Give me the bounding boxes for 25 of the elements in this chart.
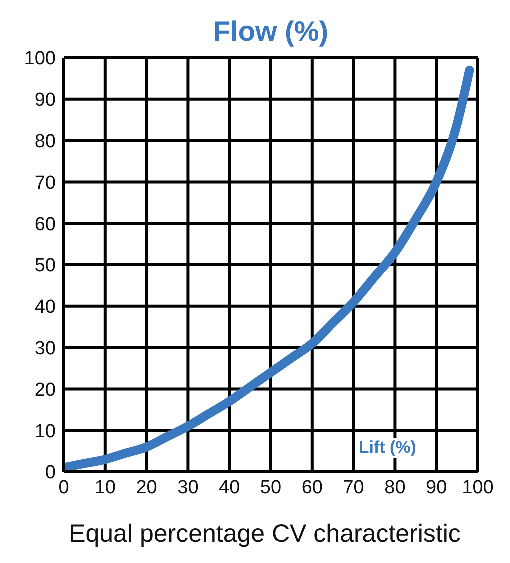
y-tick-label: 90 xyxy=(34,90,56,112)
y-tick-label: 50 xyxy=(34,256,56,277)
x-tick-label: 80 xyxy=(384,477,406,498)
text: Equal percentage CV characteristic xyxy=(68,520,462,549)
y-tick-label: 20 xyxy=(34,380,56,401)
x-tick-label: 70 xyxy=(343,477,364,498)
y-tick-label: 10 xyxy=(34,421,56,442)
y-tick-label: 30 xyxy=(34,338,56,360)
y-tick-label: 80 xyxy=(34,132,56,153)
x-tick-label: 90 xyxy=(426,477,448,498)
y-tick-label: 40 xyxy=(34,297,56,318)
y-tick-label: 60 xyxy=(34,214,56,236)
x-axis-title: Lift (%) xyxy=(356,438,420,458)
y-tick-label: 70 xyxy=(34,172,56,194)
y-tick-label: 100 xyxy=(24,48,56,70)
x-tick-label: 0 xyxy=(58,477,70,498)
y-tick-label: 0 xyxy=(45,462,56,484)
x-tick-label: 100 xyxy=(462,477,494,498)
x-tick-label: 50 xyxy=(260,477,282,498)
x-tick-label: 10 xyxy=(94,477,116,498)
x-tick-label: 40 xyxy=(219,477,240,498)
x-tick-label: 20 xyxy=(136,477,158,498)
y-axis-title: Flow (%) xyxy=(212,16,330,48)
x-tick-label: 60 xyxy=(302,477,323,498)
x-tick-label: 30 xyxy=(178,477,199,498)
